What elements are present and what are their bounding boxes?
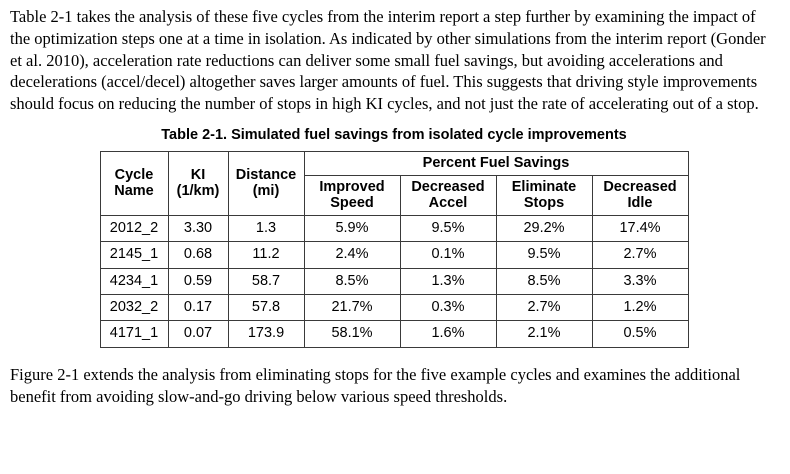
cell-decreased-accel: 1.3% (399, 267, 497, 296)
header-decreased-idle: Decreased Idle (591, 174, 689, 216)
cell-decreased-accel: 1.6% (399, 320, 497, 348)
cell-cycle-name: 2145_1 (99, 241, 169, 269)
cell-improved-speed: 8.5% (303, 267, 401, 296)
cell-improved-speed: 5.9% (303, 214, 401, 243)
fuel-savings-table: Cycle Name KI (1/km) Distance (mi) Perce… (99, 150, 689, 348)
cell-decreased-accel: 9.5% (399, 214, 497, 243)
paragraph-intro: Table 2-1 takes the analysis of these fi… (10, 7, 766, 114)
paragraph-outro: Figure 2-1 extends the analysis from eli… (10, 364, 741, 406)
header-cycle-name: Cycle Name (99, 150, 169, 216)
cell-cycle-name: 2032_2 (99, 294, 169, 322)
cell-eliminate-stops: 8.5% (495, 267, 593, 296)
cell-distance: 173.9 (227, 320, 305, 348)
header-row-sub: Improved Speed Decreased Accel Eliminate… (100, 174, 689, 216)
cell-distance: 1.3 (227, 214, 305, 243)
cell-eliminate-stops: 9.5% (495, 241, 593, 269)
cell-decreased-accel: 0.1% (399, 241, 497, 269)
table-row: 2012_2 3.30 1.3 5.9% 9.5% 29.2% 17.4% (99, 214, 689, 243)
header-row-top: Cycle Name KI (1/km) Distance (mi) Perce… (99, 150, 689, 216)
header-improved-speed: Improved Speed (303, 174, 401, 216)
cell-improved-speed: 21.7% (303, 294, 401, 322)
cell-improved-speed: 58.1% (303, 320, 401, 348)
cell-distance: 58.7 (227, 267, 305, 296)
cell-eliminate-stops: 29.2% (495, 214, 593, 243)
cell-improved-speed: 2.4% (303, 241, 401, 269)
cell-decreased-accel: 0.3% (399, 294, 497, 322)
cell-eliminate-stops: 2.1% (495, 320, 593, 348)
cell-ki: 0.59 (167, 267, 229, 296)
table-row: 2032_2 0.17 57.8 21.7% 0.3% 2.7% 1.2% (99, 294, 689, 322)
header-ki: KI (1/km) (167, 150, 229, 216)
cell-cycle-name: 4171_1 (99, 320, 169, 348)
table-row: 4234_1 0.59 58.7 8.5% 1.3% 8.5% 3.3% (99, 267, 689, 296)
cell-ki: 0.68 (167, 241, 229, 269)
cell-cycle-name: 4234_1 (99, 267, 169, 296)
cell-ki: 0.17 (167, 294, 229, 322)
table-body: 2012_2 3.30 1.3 5.9% 9.5% 29.2% 17.4% 21… (99, 214, 689, 348)
header-percent-fuel-savings: Percent Fuel Savings (303, 150, 689, 176)
table-row: 2145_1 0.68 11.2 2.4% 0.1% 9.5% 2.7% (99, 241, 689, 269)
cell-distance: 57.8 (227, 294, 305, 322)
cell-cycle-name: 2012_2 (99, 214, 169, 243)
cell-ki: 0.07 (167, 320, 229, 348)
cell-eliminate-stops: 2.7% (495, 294, 593, 322)
cell-distance: 11.2 (227, 241, 305, 269)
header-decreased-accel: Decreased Accel (399, 174, 497, 216)
header-distance: Distance (mi) (227, 150, 305, 216)
cell-decreased-idle: 0.5% (591, 320, 689, 348)
header-eliminate-stops: Eliminate Stops (495, 174, 593, 216)
cell-ki: 3.30 (167, 214, 229, 243)
table-row: 4171_1 0.07 173.9 58.1% 1.6% 2.1% 0.5% (99, 320, 689, 348)
table-header: Cycle Name KI (1/km) Distance (mi) Perce… (99, 150, 689, 216)
cell-decreased-idle: 1.2% (591, 294, 689, 322)
cell-decreased-idle: 3.3% (591, 267, 689, 296)
table-caption: Table 2-1. Simulated fuel savings from i… (161, 126, 627, 143)
cell-decreased-idle: 17.4% (591, 214, 689, 243)
cell-decreased-idle: 2.7% (591, 241, 689, 269)
